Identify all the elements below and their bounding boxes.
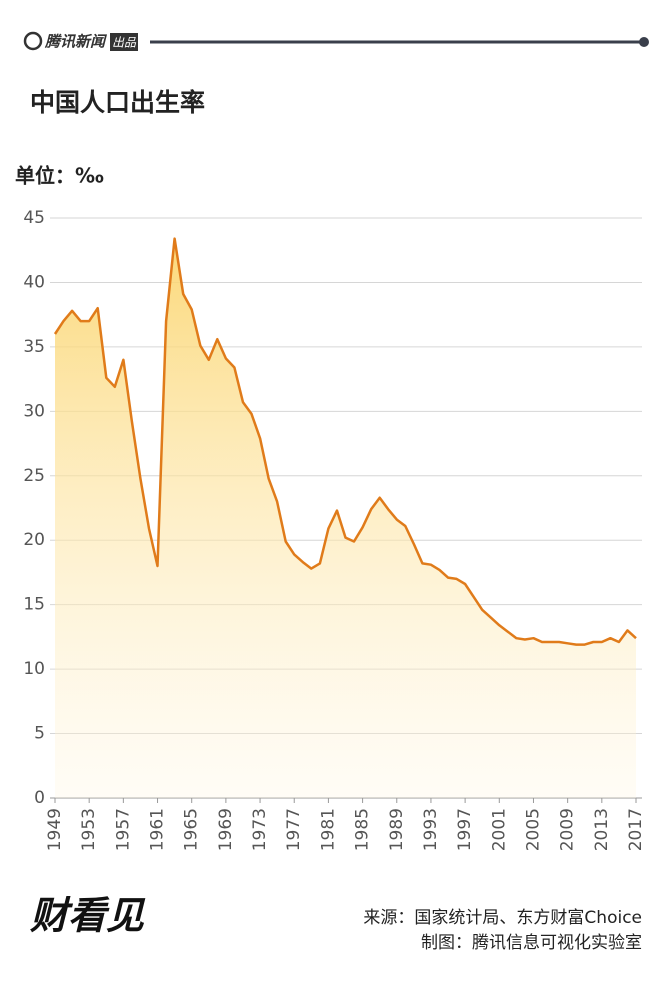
header-dot [639,37,649,47]
y-tick-label: 45 [23,208,45,228]
x-tick-label: 1965 [182,808,202,851]
logo-icon [23,31,43,51]
chart-title: 中国人口出生率 [30,88,205,117]
footer-logo: 财看见 [30,894,146,938]
x-tick-label: 1997 [455,808,475,851]
x-tick-label: 1969 [216,808,236,851]
x-tick-label: 1973 [250,808,270,851]
y-tick-label: 0 [34,788,45,808]
y-tick-label: 15 [23,595,45,615]
x-tick-label: 1957 [113,808,133,851]
area [55,238,636,799]
x-tick-label: 2005 [523,808,543,851]
y-axis-label: 单位：‰ [15,164,104,188]
source: 来源：国家统计局、东方财富Choice [363,908,642,928]
x-tick-label: 2001 [489,808,509,851]
y-tick-label: 5 [34,724,45,744]
y-tick-label: 35 [23,337,45,357]
x-tick-label: 1985 [353,808,373,851]
brand: 腾讯新闻 [44,33,108,51]
tag-box [110,33,138,51]
x-tick-label: 1993 [421,808,441,851]
y-tick-label: 40 [23,272,45,292]
y-tick-label: 30 [23,401,45,421]
x-tick-label: 1949 [45,808,65,851]
line [53,237,637,646]
x-tick-label: 1953 [79,808,99,851]
y-tick-label: 10 [23,659,45,679]
y-tick-label: 20 [23,530,45,550]
x-tick-label: 1977 [284,808,304,851]
x-tick-label: 1989 [387,808,407,851]
x-tick-label: 2013 [592,808,612,851]
tag: 出品 [112,36,137,50]
maker: 制图：腾讯信息可视化实验室 [421,933,642,953]
x-tick-label: 2009 [558,808,578,851]
x-tick-label: 1981 [318,808,338,851]
x-tick-label: 1961 [148,808,168,851]
x-tick-label: 2017 [626,808,646,851]
y-tick-label: 25 [23,466,45,486]
